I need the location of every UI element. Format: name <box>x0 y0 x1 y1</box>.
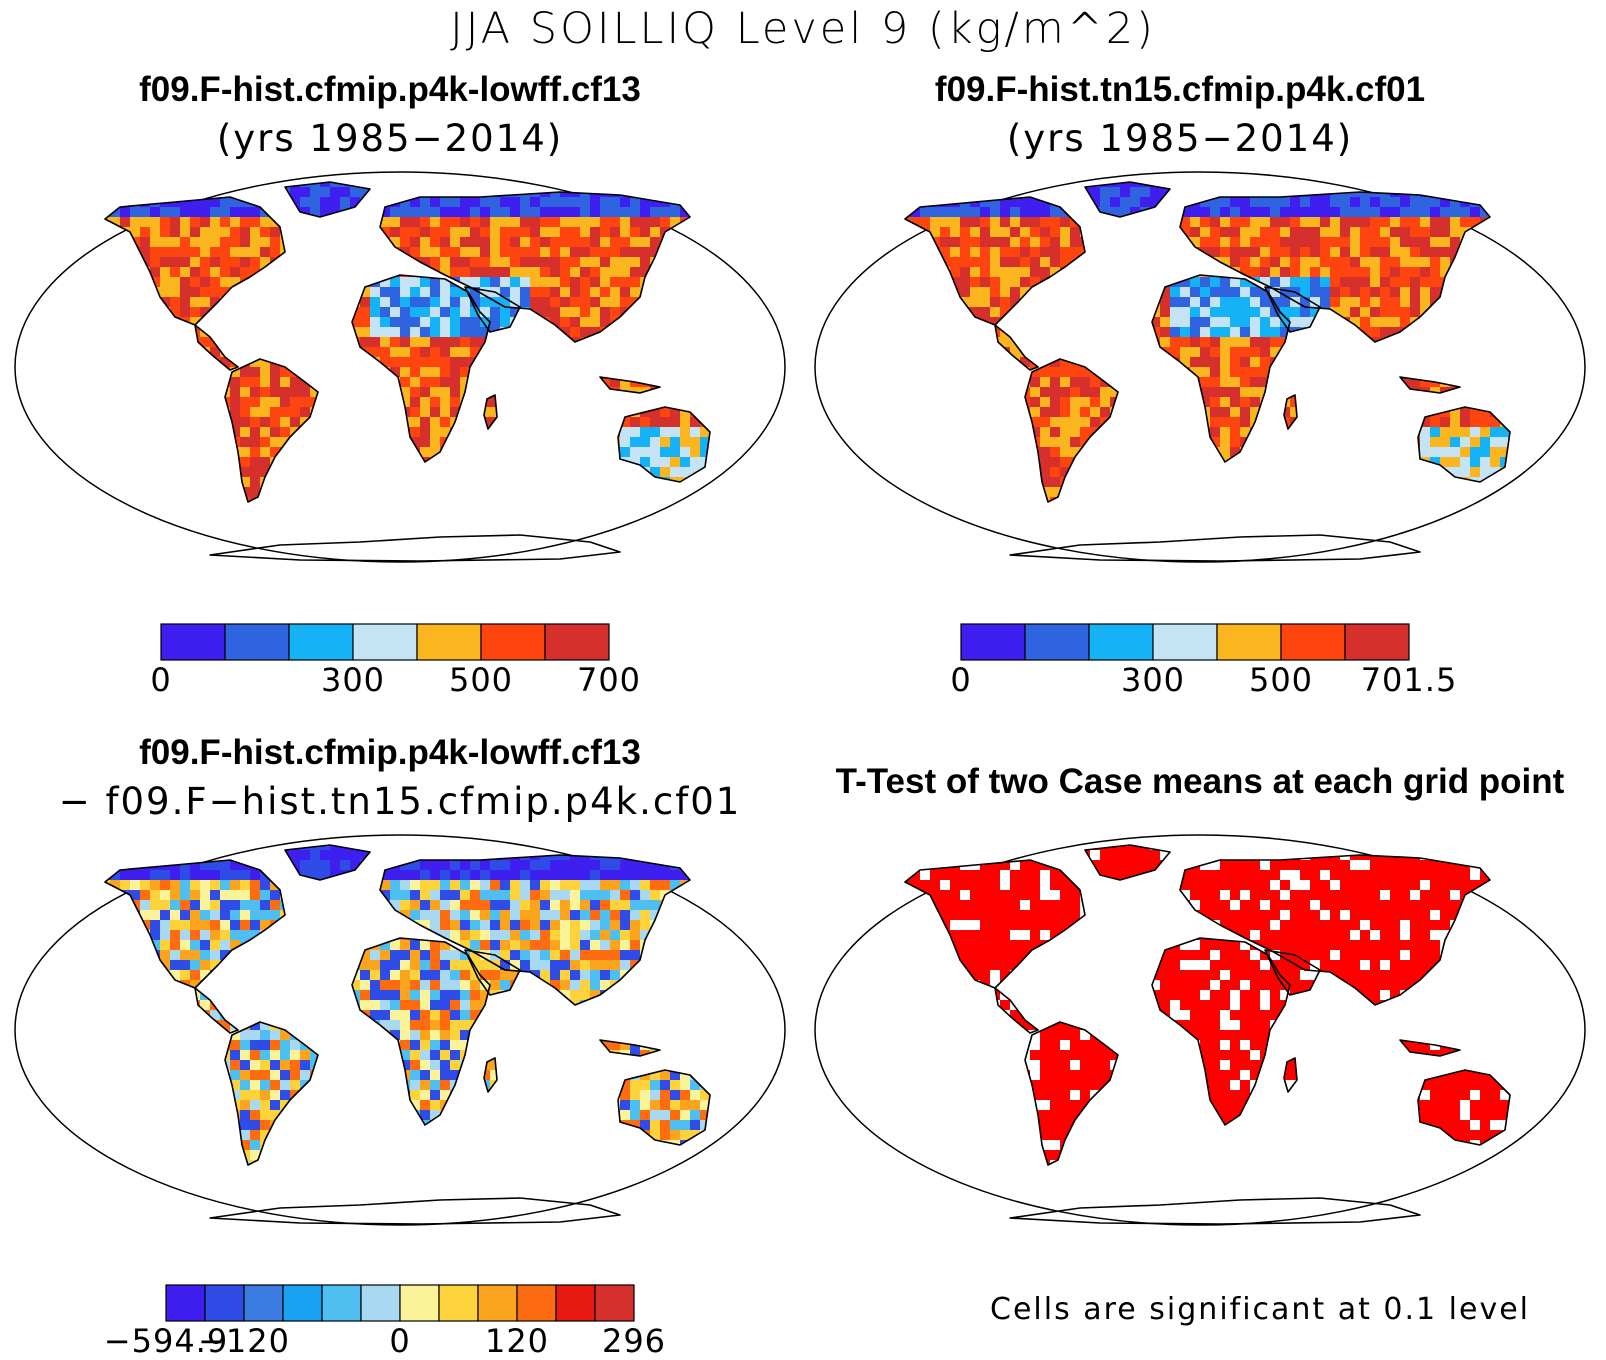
figure-title: JJA SOILLIQ Level 9 (kg/m^2) <box>0 4 1606 54</box>
colorbar-tick-label: 300 <box>1121 661 1185 699</box>
colorbar-tick-label: 700 <box>577 661 641 699</box>
colorbar-swatch <box>439 1285 478 1321</box>
panel-title-ttest: T-Test of two Case means at each grid po… <box>805 762 1595 802</box>
colorbar-swatch <box>161 624 225 660</box>
colorbar-tick-label: 0 <box>950 661 971 699</box>
colorbar-swatch <box>1217 624 1281 660</box>
colorbar-tick-label: 500 <box>1249 661 1313 699</box>
map-case1 <box>0 167 800 567</box>
colorbar-swatch <box>545 624 609 660</box>
colorbar-tick-label: 701.5 <box>1361 661 1458 699</box>
colorbar-swatch <box>417 624 481 660</box>
panel-subtitle-diff: − f09.F−hist.tn15.cfmip.p4k.cf01 <box>20 780 780 823</box>
panel-subtitle-case2: (yrs 1985−2014) <box>850 117 1510 160</box>
colorbar-swatch <box>481 624 545 660</box>
colorbar-swatch <box>556 1285 595 1321</box>
colorbar-swatch <box>1345 624 1409 660</box>
colorbar-swatch <box>205 1285 244 1321</box>
colorbar-tick-label: 120 <box>485 1322 549 1360</box>
panel-subtitle-case1: (yrs 1985−2014) <box>60 117 720 160</box>
map-difference <box>0 830 800 1230</box>
panel-title-case2: f09.F-hist.tn15.cfmip.p4k.cf01 <box>850 70 1510 110</box>
colorbar-swatch <box>1153 624 1217 660</box>
colorbar-swatch <box>361 1285 400 1321</box>
colorbar-swatch <box>353 624 417 660</box>
colorbar-difference <box>165 1284 655 1324</box>
panel-title-case1: f09.F-hist.cfmip.p4k-lowff.cf13 <box>60 70 720 110</box>
map-ttest <box>800 830 1600 1230</box>
colorbar-tick-label: 300 <box>321 661 385 699</box>
colorbar-tick-label: 0 <box>389 1322 410 1360</box>
colorbar-tick-label: 0 <box>150 661 171 699</box>
colorbar-swatch <box>1281 624 1345 660</box>
map-case2 <box>800 167 1600 567</box>
colorbar-case1 <box>160 623 620 663</box>
colorbar-swatch <box>400 1285 439 1321</box>
colorbar-swatch <box>478 1285 517 1321</box>
colorbar-swatch <box>517 1285 556 1321</box>
colorbar-swatch <box>166 1285 205 1321</box>
colorbar-swatch <box>1089 624 1153 660</box>
colorbar-swatch <box>961 624 1025 660</box>
colorbar-swatch <box>283 1285 322 1321</box>
colorbar-tick-label: 500 <box>449 661 513 699</box>
colorbar-swatch <box>289 624 353 660</box>
colorbar-swatch <box>244 1285 283 1321</box>
colorbar-swatch <box>225 624 289 660</box>
panel-title-diff: f09.F-hist.cfmip.p4k-lowff.cf13 <box>60 733 720 773</box>
colorbar-case2 <box>960 623 1420 663</box>
colorbar-swatch <box>322 1285 361 1321</box>
colorbar-tick-label: −120 <box>198 1322 290 1360</box>
significance-note: Cells are significant at 0.1 level <box>990 1292 1530 1327</box>
colorbar-tick-label: 296 <box>602 1322 666 1360</box>
colorbar-swatch <box>595 1285 634 1321</box>
colorbar-swatch <box>1025 624 1089 660</box>
